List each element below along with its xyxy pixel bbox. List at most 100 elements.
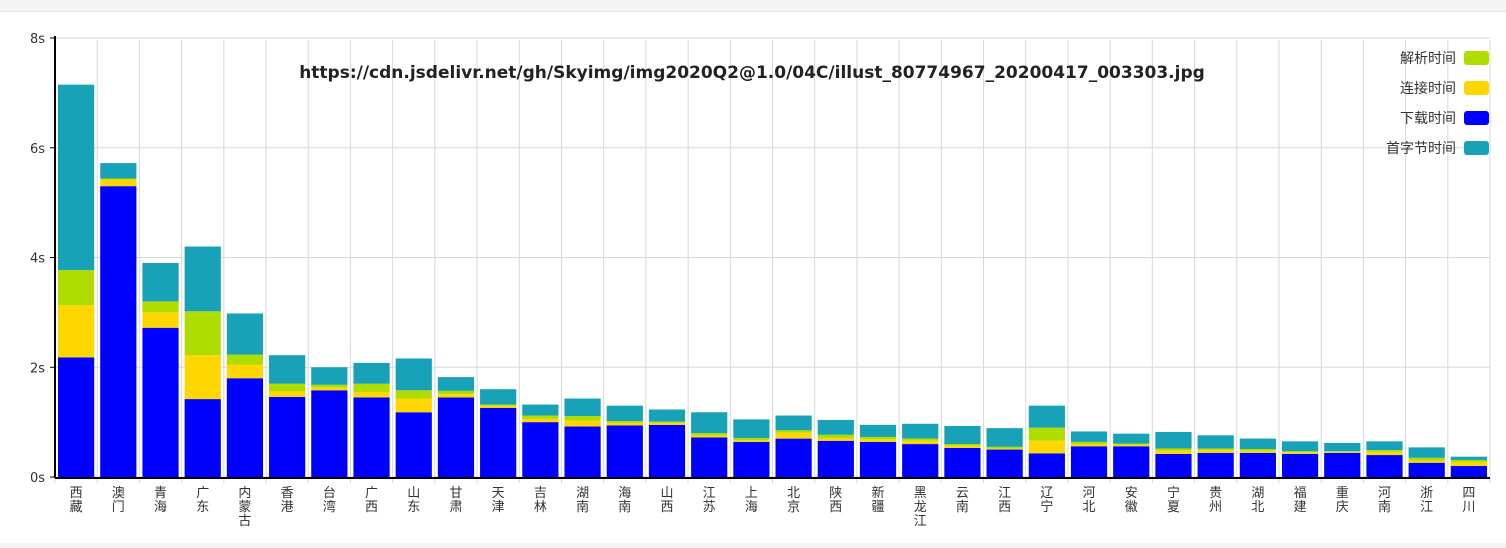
x-tick-label: 重庆: [1336, 485, 1349, 515]
bar-segment: [353, 391, 390, 398]
x-tick-label: 四川: [1462, 486, 1475, 515]
x-tick-label: 山西: [660, 486, 673, 515]
bar-segment: [1450, 456, 1487, 460]
bar-segment: [353, 383, 390, 392]
bar-segment: [1070, 446, 1108, 477]
x-tick-label: 广东: [196, 486, 209, 515]
bar-segment: [859, 424, 897, 437]
bar-segment: [1113, 433, 1150, 444]
bar-segment: [1408, 457, 1445, 461]
bar-segment: [733, 441, 770, 477]
bar-segment: [1450, 466, 1487, 477]
x-tick-label: 安徽: [1125, 486, 1138, 515]
y-tick-label: 4s: [30, 252, 45, 267]
x-tick-label: 澳门: [112, 485, 125, 515]
bars: [58, 84, 1487, 477]
bar-segment: [648, 421, 686, 423]
bar-segment: [184, 311, 221, 356]
x-tick-label: 台湾: [323, 486, 336, 515]
bar-segment: [311, 367, 348, 385]
x-tick-label: 甘肃: [449, 486, 462, 515]
bar-segment: [1155, 432, 1192, 449]
bar-segment: [1239, 452, 1276, 477]
bar-segment: [1450, 459, 1487, 463]
bar-segment: [353, 362, 390, 384]
bar-segment: [1070, 431, 1108, 442]
grid: [50, 37, 1491, 483]
bar-segment: [733, 438, 770, 441]
bar-segment: [648, 409, 686, 422]
bar-segment: [1113, 443, 1150, 445]
bar-segment: [522, 422, 559, 477]
bar-segment: [775, 438, 812, 477]
bar-segment: [480, 407, 517, 477]
bar-segment: [1197, 452, 1234, 477]
x-tick-label: 河南: [1378, 486, 1391, 515]
bar-segment: [1281, 441, 1319, 452]
bar-segment: [1450, 462, 1487, 467]
bar-segment: [522, 418, 559, 423]
bar-segment: [1366, 441, 1403, 451]
y-tick-label: 2s: [30, 361, 45, 376]
bar-segment: [1113, 446, 1150, 477]
axes: [54, 36, 1490, 479]
bar-segment: [1197, 435, 1234, 449]
bar-segment: [859, 441, 897, 477]
bar-segment: [1408, 447, 1445, 458]
bar-segment: [100, 178, 137, 180]
bar-segment: [522, 415, 559, 419]
bar-segment: [859, 436, 897, 440]
bar-segment: [1070, 444, 1108, 447]
bar-segment: [353, 397, 390, 477]
bar-segment: [1239, 438, 1276, 450]
bar-segment: [691, 433, 728, 436]
x-tick-label: 江苏: [703, 486, 716, 515]
x-tick-label: 福建: [1294, 486, 1307, 515]
x-tick-label: 山东: [407, 486, 420, 515]
bar-segment: [184, 399, 221, 477]
bar-segment: [986, 428, 1023, 447]
bar-segment: [859, 439, 897, 442]
bar-segment: [1324, 451, 1361, 453]
x-tick-label: 北京: [787, 486, 800, 515]
bar-segment: [269, 391, 306, 397]
bar-segment: [691, 435, 728, 438]
bar-segment: [100, 179, 137, 187]
bar-segment: [437, 397, 475, 477]
legend-label: 连接时间: [1400, 80, 1456, 97]
bar-segment: [775, 430, 812, 433]
bar-segment: [902, 440, 939, 445]
bar-segment: [1028, 405, 1065, 428]
bar-segment: [733, 419, 770, 439]
x-tick-label: 吉林: [534, 486, 547, 515]
bar-segment: [944, 444, 981, 446]
bar-segment: [1197, 450, 1234, 453]
bar-segment: [986, 446, 1023, 449]
bar-segment: [944, 445, 981, 448]
bar-segment: [691, 437, 728, 477]
bar-segment: [58, 305, 95, 358]
bar-segment: [226, 313, 264, 355]
bar-segment: [311, 390, 348, 477]
bar-segment: [437, 394, 475, 398]
bar-segment: [226, 364, 264, 379]
bar-segment: [775, 432, 812, 439]
bar-segment: [1239, 450, 1276, 453]
bar-segment: [1239, 449, 1276, 451]
bar-segment: [142, 312, 179, 328]
bar-segment: [606, 425, 643, 477]
bar-segment: [944, 425, 981, 445]
x-tick-label: 广西: [365, 486, 378, 515]
bar-segment: [648, 422, 686, 425]
bar-segment: [1155, 450, 1192, 454]
bar-segment: [817, 434, 854, 439]
legend-label: 下载时间: [1400, 111, 1456, 127]
bar-segment: [395, 358, 432, 391]
bar-segment: [944, 447, 981, 477]
legend-label: 解析时间: [1400, 51, 1456, 67]
bar-segment: [606, 421, 643, 423]
bar-segment: [986, 448, 1023, 450]
